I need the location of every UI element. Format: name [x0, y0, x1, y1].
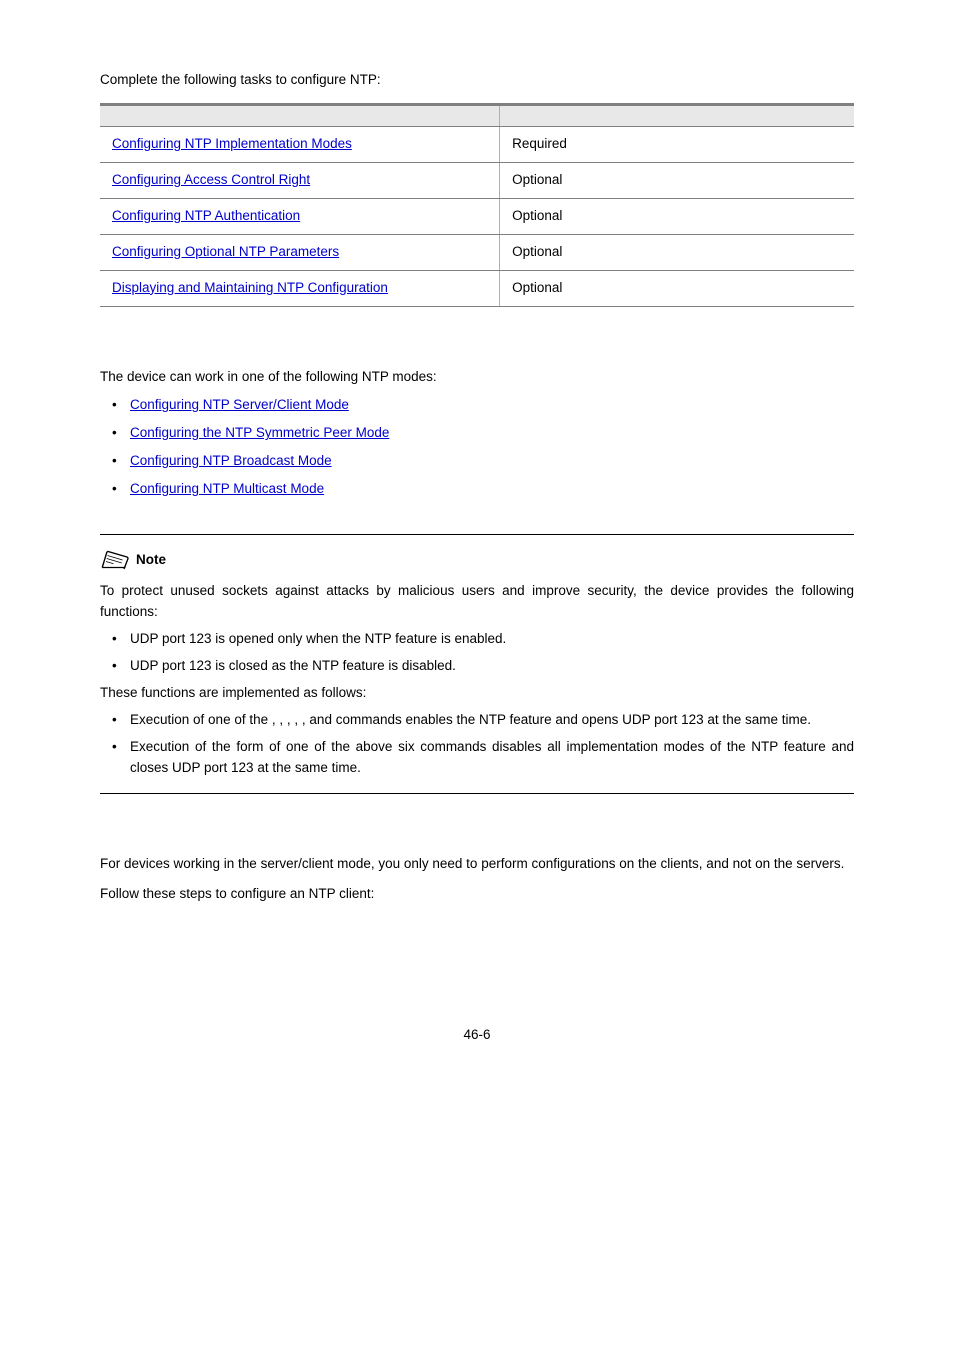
table-row: Configuring NTP Authentication Optional	[100, 198, 854, 234]
exec-text: commands enables the NTP feature and ope…	[336, 712, 811, 727]
table-header-task	[100, 104, 500, 126]
mode-link[interactable]: Configuring NTP Server/Client Mode	[130, 397, 349, 412]
client-p2: Follow these steps to configure an NTP c…	[100, 884, 854, 905]
task-remark: Required	[500, 126, 854, 162]
note-body: To protect unused sockets against attack…	[100, 581, 854, 778]
table-row: Configuring Optional NTP Parameters Opti…	[100, 234, 854, 270]
note-p2: These functions are implemented as follo…	[100, 683, 854, 704]
mode-link[interactable]: Configuring NTP Multicast Mode	[130, 481, 324, 496]
intro-text: Complete the following tasks to configur…	[100, 70, 854, 91]
modes-list: Configuring NTP Server/Client Mode Confi…	[100, 395, 854, 500]
page-number: 46-6	[100, 1025, 854, 1046]
note-p1: To protect unused sockets against attack…	[100, 581, 854, 623]
separator	[100, 793, 854, 794]
list-item: Execution of one of the , , , , , and co…	[108, 710, 854, 731]
list-item: UDP port 123 is closed as the NTP featur…	[108, 656, 854, 677]
list-item: Configuring NTP Broadcast Mode	[108, 451, 854, 472]
table-header-remark	[500, 104, 854, 126]
task-remark: Optional	[500, 198, 854, 234]
exec-sep: , and	[302, 712, 336, 727]
task-link[interactable]: Displaying and Maintaining NTP Configura…	[112, 280, 388, 295]
list-item: Configuring the NTP Symmetric Peer Mode	[108, 423, 854, 444]
table-row: Displaying and Maintaining NTP Configura…	[100, 270, 854, 306]
task-remark: Optional	[500, 162, 854, 198]
note-label: Note	[136, 550, 166, 571]
list-item: Configuring NTP Multicast Mode	[108, 479, 854, 500]
list-item: Execution of the form of one of the abov…	[108, 737, 854, 779]
exec-sep: ,	[279, 712, 287, 727]
exec-sep: ,	[294, 712, 302, 727]
note-icon	[100, 549, 130, 571]
list-item: UDP port 123 is opened only when the NTP…	[108, 629, 854, 650]
table-row: Configuring Access Control Right Optiona…	[100, 162, 854, 198]
list-item: Configuring NTP Server/Client Mode	[108, 395, 854, 416]
task-link[interactable]: Configuring NTP Implementation Modes	[112, 136, 352, 151]
modes-intro: The device can work in one of the follow…	[100, 367, 854, 388]
table-row: Configuring NTP Implementation Modes Req…	[100, 126, 854, 162]
separator	[100, 534, 854, 535]
exec-text: Execution of the	[130, 739, 236, 754]
client-p1: For devices working in the server/client…	[100, 854, 854, 875]
task-link[interactable]: Configuring Optional NTP Parameters	[112, 244, 339, 259]
mode-link[interactable]: Configuring NTP Broadcast Mode	[130, 453, 332, 468]
task-remark: Optional	[500, 270, 854, 306]
task-link[interactable]: Configuring Access Control Right	[112, 172, 310, 187]
task-remark: Optional	[500, 234, 854, 270]
task-link[interactable]: Configuring NTP Authentication	[112, 208, 300, 223]
note-heading: Note	[100, 549, 854, 571]
exec-text: form of one of the above six commands di…	[130, 739, 854, 775]
ntp-task-table: Configuring NTP Implementation Modes Req…	[100, 103, 854, 307]
exec-text: Execution of one of the	[130, 712, 272, 727]
mode-link[interactable]: Configuring the NTP Symmetric Peer Mode	[130, 425, 389, 440]
